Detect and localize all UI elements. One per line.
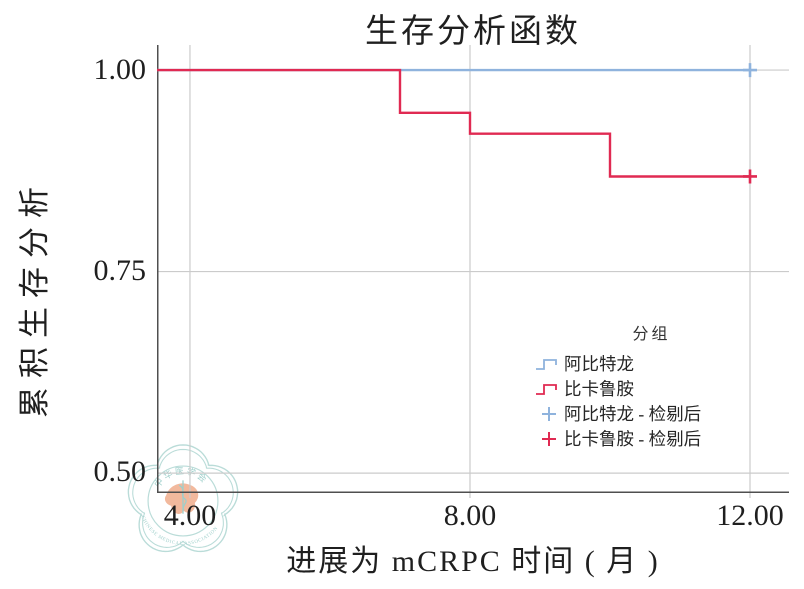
censor-marker — [743, 169, 758, 184]
step-line-icon — [536, 358, 557, 370]
x-tick-label-4.00: 4.00 — [163, 499, 217, 532]
legend-label: 阿比特龙 — [564, 354, 634, 374]
plot-area — [157, 45, 789, 498]
legend-label: 阿比特龙 - 检剔后 — [564, 404, 702, 424]
seal-inner-petal-outline — [132, 448, 234, 548]
legend-label: 比卡鲁胺 - 检剔后 — [564, 429, 702, 449]
survival-curve — [157, 68, 750, 178]
y-axis-title: 累积生存分析 — [17, 178, 52, 418]
seal-outer-petal-outline — [127, 444, 239, 553]
x-axis-title: 进展为 mCRPC 时间 ( 月 ) — [286, 545, 660, 578]
censor-marker — [743, 63, 758, 78]
legend-item-abiraterone: 阿比特龙 — [534, 351, 769, 376]
y-tick-label-0.50: 0.50 — [93, 455, 147, 488]
legend-label: 比卡鲁胺 — [564, 379, 634, 399]
x-tick-label-8.00: 8.00 — [443, 499, 497, 532]
legend-item-bicalutamide-censored: 比卡鲁胺 - 检剔后 — [534, 426, 769, 451]
plus-marker-icon — [542, 431, 556, 446]
y-tick-label-1.00: 1.00 — [93, 53, 147, 86]
y-tick-label-0.75: 0.75 — [93, 254, 147, 287]
staff-and-snake-icon — [178, 480, 187, 514]
x-tick-label-12.00: 12.00 — [716, 499, 784, 532]
legend-item-abiraterone-censored: 阿比特龙 - 检剔后 — [534, 401, 769, 426]
legend: 分组 阿比特龙 比卡鲁胺 阿比特龙 - 检剔后 比卡鲁胺 - 检剔后 — [534, 320, 769, 451]
step-line-icon — [536, 383, 557, 395]
chart-title: 生存分析函数 — [365, 14, 581, 50]
legend-item-bicalutamide: 比卡鲁胺 — [534, 376, 769, 401]
seal-circle — [147, 465, 219, 537]
plus-marker-icon — [542, 406, 556, 421]
legend-title: 分组 — [632, 326, 671, 343]
